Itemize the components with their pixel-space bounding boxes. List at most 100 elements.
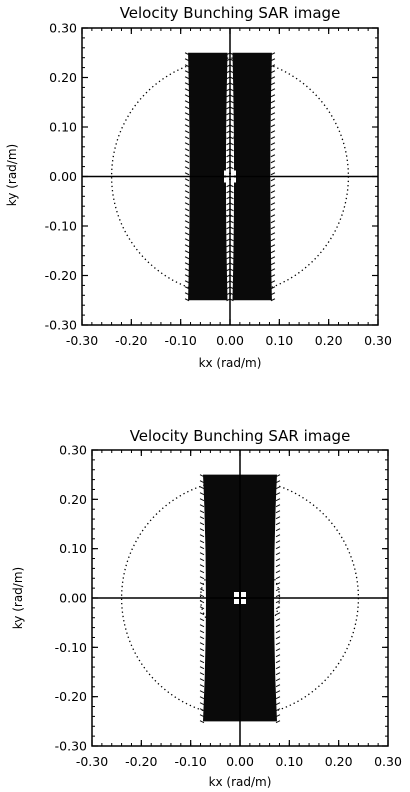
x-axis-label: kx (rad/m): [209, 775, 272, 789]
lobe-edge-mark: [270, 190, 276, 194]
lobe-edge-mark: [275, 582, 281, 586]
lobe-edge-mark: [184, 106, 190, 110]
lobe-edge-mark: [270, 94, 276, 98]
lobe-edge-mark: [199, 522, 205, 526]
lobe-edge-mark: [184, 136, 190, 140]
lobe-edge-mark: [275, 720, 281, 724]
lobe-edge-mark: [275, 510, 281, 514]
y-tick-label: 0.10: [49, 120, 77, 135]
lobe-edge-mark: [199, 498, 205, 502]
y-tick-label: 0.30: [59, 443, 87, 458]
lobe-edge-mark: [199, 492, 205, 496]
lobe-edge-mark: [275, 690, 281, 694]
lobe-edge-mark: [184, 208, 190, 212]
lobe-edge-mark: [184, 82, 190, 86]
center-spot-square: [241, 599, 246, 604]
lobe-edge-mark: [275, 606, 281, 610]
lobe-edge-mark: [199, 708, 205, 712]
lobe-edge-mark: [199, 594, 205, 598]
lobe-edge-mark: [199, 648, 205, 652]
lobe-edge-mark: [199, 672, 205, 676]
lobe-edge-mark: [275, 492, 281, 496]
lobe-edge-mark: [184, 172, 190, 176]
lobe-edge-mark: [199, 612, 205, 616]
lobe-edge-mark: [184, 76, 190, 80]
x-tick-label: -0.10: [174, 754, 206, 769]
lobe-edge-mark: [275, 618, 281, 622]
lobe-edge-mark: [199, 720, 205, 724]
lobe-edge-mark: [275, 594, 281, 598]
lobe-edge-mark: [275, 642, 281, 646]
x-tick-label: 0.00: [226, 754, 254, 769]
lobe-edge-mark: [270, 58, 276, 62]
y-tick-label: 0.10: [59, 541, 87, 556]
center-spot-square: [224, 177, 229, 183]
lobe-edge-mark: [184, 238, 190, 242]
lobe-edge-mark: [270, 148, 276, 152]
lobe-edge-mark: [184, 94, 190, 98]
center-spot-square: [224, 170, 229, 176]
lobe-edge-mark: [270, 142, 276, 146]
center-spot: [234, 592, 246, 604]
y-tick-label: 0.00: [59, 591, 87, 606]
lobe-edge-mark: [275, 588, 281, 592]
lobe-edge-mark: [184, 262, 190, 266]
lobe-edge-mark: [275, 630, 281, 634]
lobe-edge-mark: [184, 184, 190, 188]
lobe-edge-mark: [270, 298, 276, 302]
lobe-edge-mark: [270, 250, 276, 254]
lobe-edge-mark: [199, 528, 205, 532]
lobe-edge-mark: [199, 690, 205, 694]
lobe-edge-mark: [270, 160, 276, 164]
lobe-edge-mark: [199, 504, 205, 508]
lobe-edge-mark: [270, 238, 276, 242]
lobe-edge-mark: [275, 540, 281, 544]
lobe-edge-mark: [270, 76, 276, 80]
lobe-edge-mark: [184, 268, 190, 272]
lobe-edge-mark: [270, 82, 276, 86]
y-tick-label: -0.30: [55, 739, 87, 754]
lobe-edge-mark: [184, 58, 190, 62]
y-tick-label: 0.00: [49, 169, 77, 184]
lobe-edge-mark: [184, 250, 190, 254]
x-tick-label: 0.30: [364, 333, 392, 348]
center-spot-square: [231, 177, 236, 183]
lobe-edge-mark: [199, 516, 205, 520]
lobe-edge-mark: [199, 570, 205, 574]
lobe-edge-mark: [275, 474, 281, 478]
lobe-edge-mark: [275, 624, 281, 628]
lobe-edge-mark: [270, 88, 276, 92]
lobe-edge-mark: [199, 678, 205, 682]
lobe-edge-mark: [275, 564, 281, 568]
lobe-edge-mark: [270, 184, 276, 188]
lobe-edge-mark: [199, 546, 205, 550]
lobe-edge-mark: [275, 522, 281, 526]
lobe-edge-mark: [270, 286, 276, 290]
lobe-edge-mark: [275, 558, 281, 562]
center-spot: [224, 170, 236, 183]
lobe-edge-mark: [275, 516, 281, 520]
lobe-edge-mark: [270, 220, 276, 224]
lobe-edge-mark: [199, 696, 205, 700]
lobe-edge-mark: [199, 486, 205, 490]
lobe-edge-mark: [275, 708, 281, 712]
lobe-edge-mark: [275, 666, 281, 670]
lobe-edge-mark: [199, 630, 205, 634]
center-spot-square: [234, 599, 239, 604]
lobe-edge-mark: [270, 52, 276, 56]
y-tick-label: -0.20: [55, 689, 87, 704]
lobe-edge-mark: [275, 552, 281, 556]
lobe-edge-mark: [184, 118, 190, 122]
lobe-edge-mark: [199, 564, 205, 568]
lobe-edge-mark: [199, 666, 205, 670]
lobe-edge-mark: [184, 298, 190, 302]
lobe-edge-mark: [270, 262, 276, 266]
x-tick-label: -0.30: [66, 333, 98, 348]
lobe-edge-mark: [270, 280, 276, 284]
lobe-edge-mark: [275, 600, 281, 604]
x-tick-label: 0.00: [216, 333, 244, 348]
lobe-edge-mark: [270, 196, 276, 200]
y-tick-label: -0.10: [45, 219, 77, 234]
lobe-edge-mark: [199, 576, 205, 580]
lobe-edge-mark: [184, 256, 190, 260]
